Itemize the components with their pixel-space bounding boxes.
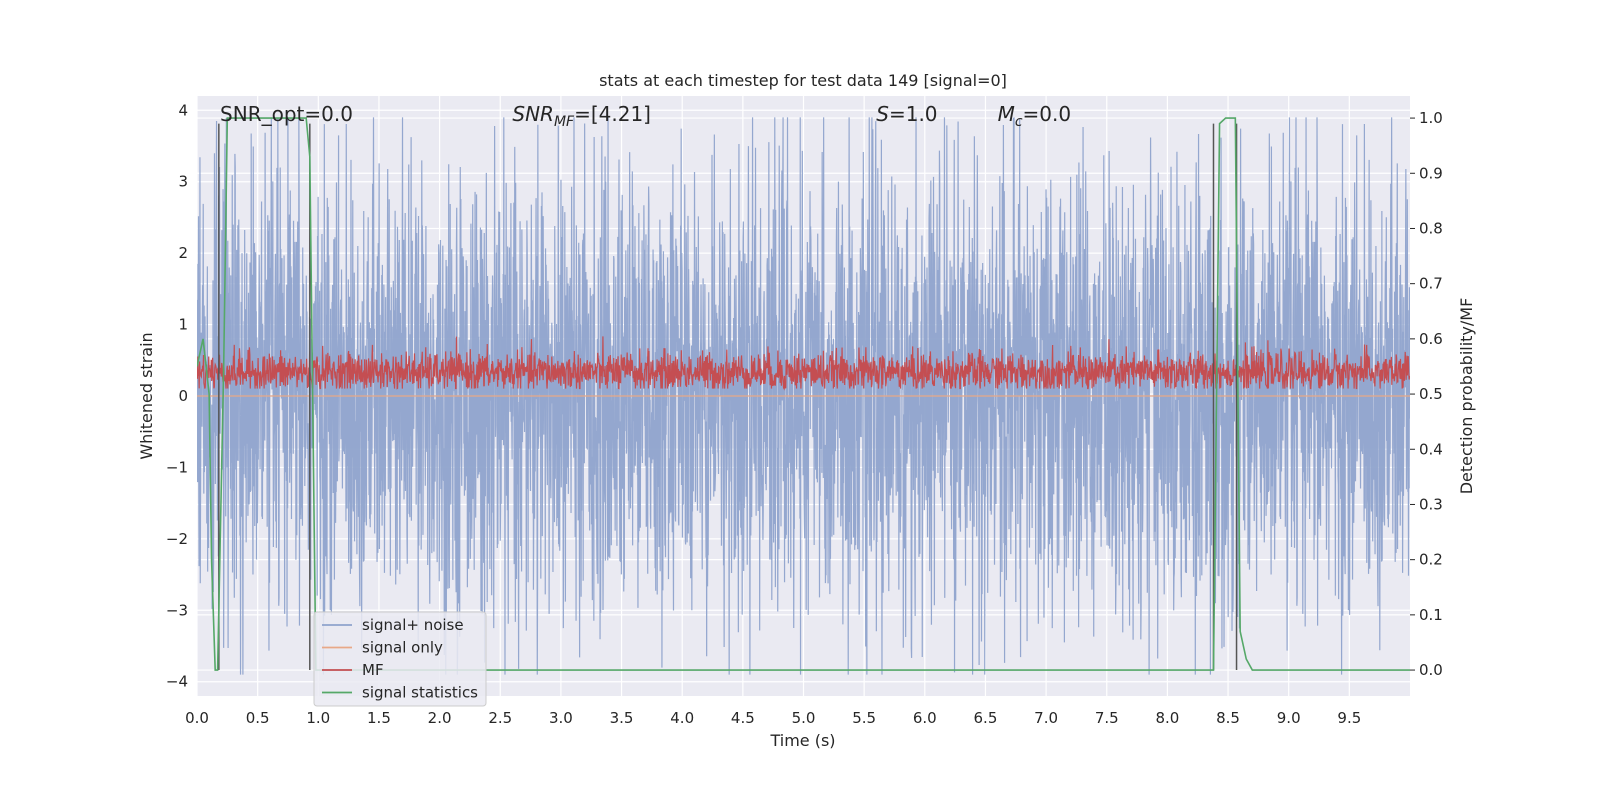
legend-label: signal+ noise <box>362 616 464 634</box>
y-tick-label: 2 <box>178 244 188 262</box>
y2-tick-label: 0.1 <box>1419 606 1443 624</box>
annotation-s: S=1.0 <box>876 102 937 126</box>
annotation-snr-opt: SNR_opt=0.0 <box>220 102 353 126</box>
legend-box <box>313 611 487 707</box>
y2-tick-label: 0.3 <box>1419 495 1443 513</box>
x-tick-label: 9.0 <box>1277 709 1301 727</box>
annotation-snr-mf: SNRMF=[4.21] <box>512 102 651 130</box>
x-tick-label: 8.0 <box>1155 709 1179 727</box>
legend-label: signal statistics <box>362 684 478 702</box>
y2-tick-label: 1.0 <box>1419 109 1443 127</box>
y2-tick-label: 0.8 <box>1419 219 1443 237</box>
x-axis-label: Time (s) <box>769 731 835 750</box>
x-tick-label: 7.0 <box>1034 709 1058 727</box>
y2-tick-label: 0.7 <box>1419 275 1443 293</box>
y-tick-label: 4 <box>178 101 188 119</box>
x-tick-label: 0.0 <box>185 709 209 727</box>
legend: signal+ noise signal only MF signal statist… <box>313 611 487 707</box>
annotations: SNR_opt=0.0 SNRMF=[4.21] S=1.0 Mc=0.0 <box>220 102 1071 130</box>
annotation-mc: Mc=0.0 <box>998 102 1072 130</box>
x-tick-label: 5.5 <box>852 709 876 727</box>
y2-tick-label: 0.4 <box>1419 440 1443 458</box>
x-tick-label: 1.0 <box>306 709 330 727</box>
x-tick-label: 8.5 <box>1216 709 1240 727</box>
y2-tick-label: 0.2 <box>1419 551 1443 569</box>
y-tick-label: 3 <box>178 173 188 191</box>
x-tick-label: 1.5 <box>367 709 391 727</box>
x-tick-label: 5.0 <box>792 709 816 727</box>
x-tick-label: 7.5 <box>1095 709 1119 727</box>
series-signal-noise <box>197 117 1410 675</box>
x-tick-label: 4.5 <box>731 709 755 727</box>
y-axis-ticks: −4 −3 −2 −1 0 1 2 3 4 <box>166 101 188 690</box>
legend-label: MF <box>362 661 384 679</box>
x-tick-label: 2.5 <box>488 709 512 727</box>
y2-tick-label: 0.5 <box>1419 385 1443 403</box>
y2-tick-label: 0.6 <box>1419 330 1443 348</box>
x-tick-label: 9.5 <box>1337 709 1361 727</box>
x-axis-ticks: 0.0 0.5 1.0 1.5 2.0 2.5 3.0 3.5 4.0 4.5 5.0 5.5 6.0 6… <box>185 709 1361 727</box>
x-tick-label: 3.0 <box>549 709 573 727</box>
y-tick-label: −1 <box>166 458 188 476</box>
y2-axis-ticks: 0.0 0.1 0.2 0.3 0.4 0.5 0.6 0.7 0.8 0.9 1.0 <box>1410 109 1443 679</box>
y-tick-label: 1 <box>178 316 188 334</box>
series-mf <box>197 336 1410 391</box>
y2-tick-label: 0.9 <box>1419 164 1443 182</box>
x-tick-label: 6.0 <box>913 709 937 727</box>
y2-axis-label: Detection probability/MF <box>1457 298 1476 495</box>
y-tick-label: −4 <box>166 673 188 691</box>
chart-title: stats at each timestep for test data 149… <box>599 71 1007 90</box>
y-tick-label: −3 <box>166 601 188 619</box>
legend-label: signal only <box>362 639 443 657</box>
x-tick-label: 0.5 <box>246 709 270 727</box>
y2-tick-label: 0.0 <box>1419 661 1443 679</box>
y-tick-label: 0 <box>178 387 188 405</box>
x-tick-label: 4.0 <box>670 709 694 727</box>
x-tick-label: 2.0 <box>428 709 452 727</box>
y-axis-label: Whitened strain <box>137 332 156 459</box>
series-signal-statistics <box>197 117 1410 671</box>
x-tick-label: 6.5 <box>974 709 998 727</box>
x-tick-label: 3.5 <box>610 709 634 727</box>
y-tick-label: −2 <box>166 530 188 548</box>
